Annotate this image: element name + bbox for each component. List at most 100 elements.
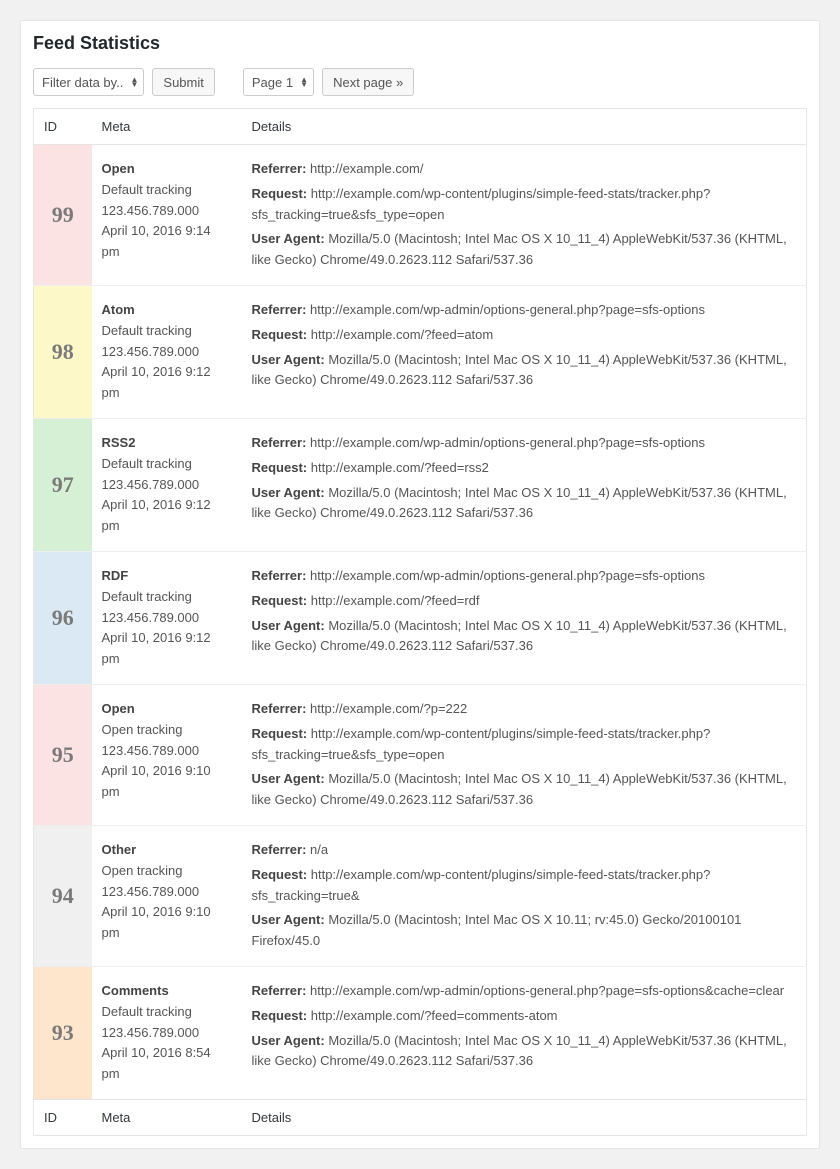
referrer-value: http://example.com/wp-admin/options-gene… xyxy=(310,435,705,450)
row-meta: RDFDefault tracking123.456.789.000April … xyxy=(92,551,242,684)
referrer-value: http://example.com/wp-admin/options-gene… xyxy=(310,983,784,998)
row-details: Referrer: http://example.com/wp-admin/op… xyxy=(242,551,807,684)
tracking-mode: Default tracking xyxy=(102,454,232,475)
request-label: Request: xyxy=(252,1008,308,1023)
timestamp: April 10, 2016 9:10 pm xyxy=(102,902,232,944)
row-meta: OpenDefault tracking123.456.789.000April… xyxy=(92,145,242,286)
page-select[interactable]: Page 1 ▲▼ xyxy=(243,68,314,96)
useragent-label: User Agent: xyxy=(252,912,325,927)
referrer-label: Referrer: xyxy=(252,161,307,176)
col-footer-details: Details xyxy=(242,1099,807,1135)
tracking-mode: Open tracking xyxy=(102,720,232,741)
referrer-value: n/a xyxy=(310,842,328,857)
feed-type: Comments xyxy=(102,981,232,1002)
row-details: Referrer: http://example.com/wp-admin/op… xyxy=(242,285,807,418)
table-row: 97RSS2Default tracking123.456.789.000Apr… xyxy=(34,418,807,551)
ip-address: 123.456.789.000 xyxy=(102,1023,232,1044)
row-details: Referrer: n/aRequest: http://example.com… xyxy=(242,825,807,966)
request-label: Request: xyxy=(252,726,308,741)
useragent-value: Mozilla/5.0 (Macintosh; Intel Mac OS X 1… xyxy=(252,1033,787,1069)
useragent-label: User Agent: xyxy=(252,771,325,786)
feed-type: Other xyxy=(102,840,232,861)
useragent-label: User Agent: xyxy=(252,1033,325,1048)
next-page-button[interactable]: Next page » xyxy=(322,68,414,96)
table-row: 96RDFDefault tracking123.456.789.000Apri… xyxy=(34,551,807,684)
useragent-label: User Agent: xyxy=(252,485,325,500)
ip-address: 123.456.789.000 xyxy=(102,342,232,363)
row-id: 98 xyxy=(34,285,92,418)
row-details: Referrer: http://example.com/wp-admin/op… xyxy=(242,966,807,1099)
referrer-label: Referrer: xyxy=(252,302,307,317)
useragent-value: Mozilla/5.0 (Macintosh; Intel Mac OS X 1… xyxy=(252,771,787,807)
request-value: http://example.com/wp-content/plugins/si… xyxy=(252,726,711,762)
row-details: Referrer: http://example.com/Request: ht… xyxy=(242,145,807,286)
row-id: 96 xyxy=(34,551,92,684)
useragent-value: Mozilla/5.0 (Macintosh; Intel Mac OS X 1… xyxy=(252,231,787,267)
table-row: 95OpenOpen tracking123.456.789.000April … xyxy=(34,684,807,825)
row-meta: RSS2Default tracking123.456.789.000April… xyxy=(92,418,242,551)
row-id: 97 xyxy=(34,418,92,551)
ip-address: 123.456.789.000 xyxy=(102,882,232,903)
request-value: http://example.com/?feed=rss2 xyxy=(311,460,489,475)
referrer-label: Referrer: xyxy=(252,435,307,450)
request-value: http://example.com/wp-content/plugins/si… xyxy=(252,186,711,222)
useragent-value: Mozilla/5.0 (Macintosh; Intel Mac OS X 1… xyxy=(252,912,742,948)
row-meta: AtomDefault tracking123.456.789.000April… xyxy=(92,285,242,418)
useragent-value: Mozilla/5.0 (Macintosh; Intel Mac OS X 1… xyxy=(252,618,787,654)
ip-address: 123.456.789.000 xyxy=(102,475,232,496)
feed-type: Atom xyxy=(102,300,232,321)
chevron-updown-icon: ▲▼ xyxy=(130,77,138,87)
filter-select-label: Filter data by.. xyxy=(42,75,123,90)
useragent-label: User Agent: xyxy=(252,231,325,246)
referrer-value: http://example.com/?p=222 xyxy=(310,701,467,716)
feed-type: Open xyxy=(102,699,232,720)
col-footer-id: ID xyxy=(34,1099,92,1135)
ip-address: 123.456.789.000 xyxy=(102,201,232,222)
row-meta: OpenOpen tracking123.456.789.000April 10… xyxy=(92,684,242,825)
feed-type: Open xyxy=(102,159,232,180)
request-label: Request: xyxy=(252,867,308,882)
row-id: 99 xyxy=(34,145,92,286)
page-select-label: Page 1 xyxy=(252,75,293,90)
submit-button[interactable]: Submit xyxy=(152,68,214,96)
request-label: Request: xyxy=(252,327,308,342)
feed-stats-panel: Feed Statistics Filter data by.. ▲▼ Subm… xyxy=(20,20,820,1149)
referrer-value: http://example.com/wp-admin/options-gene… xyxy=(310,568,705,583)
timestamp: April 10, 2016 9:12 pm xyxy=(102,362,232,404)
useragent-label: User Agent: xyxy=(252,352,325,367)
referrer-value: http://example.com/ xyxy=(310,161,423,176)
page-title: Feed Statistics xyxy=(33,21,807,68)
request-value: http://example.com/?feed=comments-atom xyxy=(311,1008,558,1023)
col-header-id: ID xyxy=(34,109,92,145)
tracking-mode: Default tracking xyxy=(102,1002,232,1023)
table-row: 98AtomDefault tracking123.456.789.000Apr… xyxy=(34,285,807,418)
table-row: 99OpenDefault tracking123.456.789.000Apr… xyxy=(34,145,807,286)
col-header-meta: Meta xyxy=(92,109,242,145)
useragent-label: User Agent: xyxy=(252,618,325,633)
row-meta: OtherOpen tracking123.456.789.000April 1… xyxy=(92,825,242,966)
chevron-updown-icon: ▲▼ xyxy=(300,77,308,87)
referrer-label: Referrer: xyxy=(252,983,307,998)
referrer-label: Referrer: xyxy=(252,701,307,716)
feed-type: RSS2 xyxy=(102,433,232,454)
col-header-details: Details xyxy=(242,109,807,145)
filter-select[interactable]: Filter data by.. ▲▼ xyxy=(33,68,144,96)
request-label: Request: xyxy=(252,186,308,201)
referrer-value: http://example.com/wp-admin/options-gene… xyxy=(310,302,705,317)
row-details: Referrer: http://example.com/wp-admin/op… xyxy=(242,418,807,551)
col-footer-meta: Meta xyxy=(92,1099,242,1135)
timestamp: April 10, 2016 9:10 pm xyxy=(102,761,232,803)
ip-address: 123.456.789.000 xyxy=(102,741,232,762)
request-label: Request: xyxy=(252,593,308,608)
stats-table: ID Meta Details 99OpenDefault tracking12… xyxy=(33,108,807,1136)
row-id: 93 xyxy=(34,966,92,1099)
referrer-label: Referrer: xyxy=(252,568,307,583)
ip-address: 123.456.789.000 xyxy=(102,608,232,629)
request-value: http://example.com/wp-content/plugins/si… xyxy=(252,867,711,903)
table-row: 94OtherOpen tracking123.456.789.000April… xyxy=(34,825,807,966)
row-meta: CommentsDefault tracking123.456.789.000A… xyxy=(92,966,242,1099)
tracking-mode: Default tracking xyxy=(102,587,232,608)
tracking-mode: Open tracking xyxy=(102,861,232,882)
table-row: 93CommentsDefault tracking123.456.789.00… xyxy=(34,966,807,1099)
tracking-mode: Default tracking xyxy=(102,180,232,201)
